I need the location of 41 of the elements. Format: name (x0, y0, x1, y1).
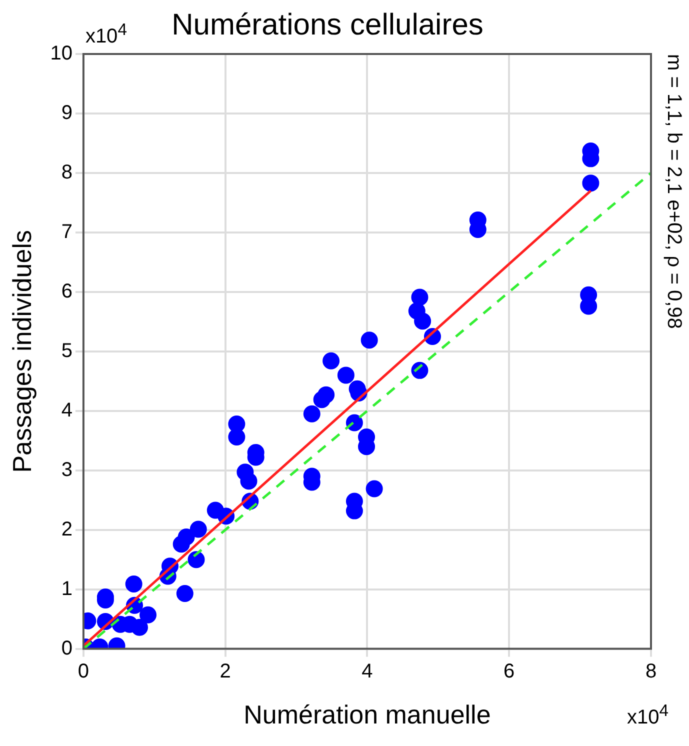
y-tick-label: 6 (61, 280, 72, 302)
y-tick-label: 4 (61, 399, 72, 422)
point (228, 428, 246, 446)
point (130, 618, 148, 636)
x-axis-title: Numération manuelle (244, 700, 491, 730)
point (366, 480, 383, 498)
y-tick-label: 9 (61, 102, 72, 124)
y-tick-label: 1 (61, 578, 72, 600)
y-tick-label: 0 (61, 637, 72, 660)
y-tick-label: 7 (61, 220, 72, 243)
text: x10$^{4}$ (627, 700, 669, 730)
point (318, 386, 335, 404)
point (190, 520, 207, 538)
text: m = 1,1, b = 2,1 e+02, ρ = 0,98 (662, 54, 685, 329)
point (178, 528, 195, 546)
x-tick-label: 8 (645, 660, 657, 682)
point (322, 352, 340, 370)
y-tick-label: 10 (50, 42, 72, 65)
point (360, 332, 378, 349)
y-tick-label: 3 (61, 458, 72, 481)
x-tick-label: 0 (78, 660, 90, 682)
y-tick-label: 5 (61, 340, 72, 362)
point (125, 575, 142, 592)
chart-title: Numérations cellulaires (172, 8, 484, 42)
point (414, 312, 432, 330)
x-tick-label: 2 (220, 660, 231, 682)
y-tick-label: 8 (61, 161, 72, 184)
point (411, 288, 428, 306)
point (140, 606, 157, 624)
point (303, 405, 320, 422)
x-tick-label: 4 (362, 660, 373, 682)
point (240, 472, 258, 490)
point (176, 584, 194, 602)
y-tick-label: 2 (61, 518, 72, 540)
x-tick-label: 6 (504, 660, 515, 682)
point (337, 366, 354, 384)
point (346, 414, 363, 432)
point (188, 551, 205, 568)
text: x10$^{4}$ (85, 20, 127, 49)
point (582, 174, 600, 192)
y-axis-title: Passages individuels (6, 230, 37, 473)
